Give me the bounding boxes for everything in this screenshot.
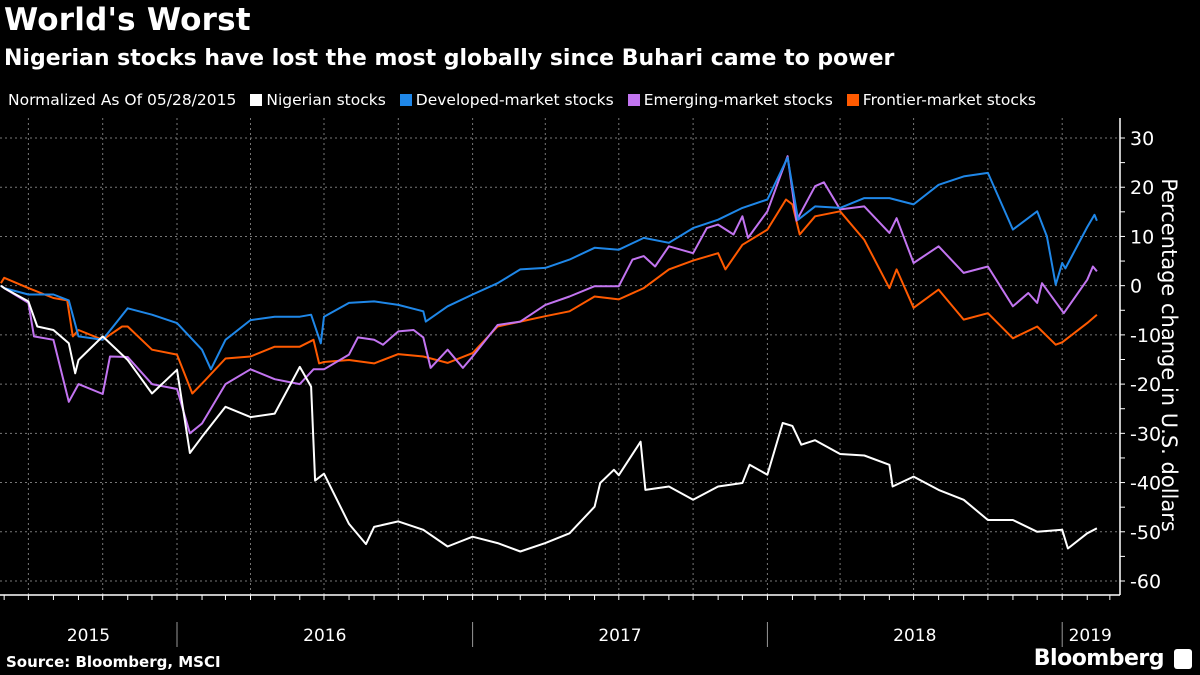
y-tick-label: -30 — [1130, 423, 1161, 445]
legend-item-nigerian: Nigerian stocks — [250, 91, 386, 109]
legend-item-emerging: Emerging-market stocks — [627, 91, 833, 109]
series-line-frontier-market-stocks — [0, 198, 1098, 395]
legend-item-frontier: Frontier-market stocks — [846, 91, 1036, 109]
y-tick-label: 30 — [1130, 128, 1154, 150]
legend-label: Emerging-market stocks — [643, 91, 833, 109]
chart-title: World's Worst — [4, 2, 251, 38]
y-tick-label: 10 — [1130, 226, 1154, 248]
source-note: Source: Bloomberg, MSCI — [6, 653, 221, 671]
y-tick-label: -60 — [1130, 571, 1161, 593]
y-tick-label: -20 — [1130, 374, 1161, 396]
y-tick-label: -40 — [1130, 473, 1161, 495]
y-axis-title: Percentage change in U.S. dollars — [1157, 178, 1181, 532]
legend-item-developed: Developed-market stocks — [399, 91, 614, 109]
x-tick-label: 2016 — [303, 626, 346, 646]
brand-name: Bloomberg — [1033, 646, 1165, 671]
axes: 30 20 10 0 -10 -20 -30 -40 -50 -60 2015 2016 2017 201… — [0, 118, 1161, 647]
series-line-nigerian-stocks — [0, 284, 1098, 553]
legend-swatch — [250, 94, 263, 106]
y-tick-label: -50 — [1130, 522, 1161, 544]
chart-subtitle: Nigerian stocks have lost the most globa… — [4, 46, 895, 71]
series-line-emerging-market-stocks — [0, 155, 1098, 435]
x-tick-label: 2017 — [598, 626, 641, 646]
legend-swatch — [627, 94, 640, 106]
bloomberg-logo: Bloomberg — [1034, 646, 1192, 671]
y-tick-label: 0 — [1130, 276, 1142, 298]
grid — [0, 118, 1120, 595]
legend-normalized-note: Normalized As Of 05/28/2015 — [8, 91, 237, 109]
legend: Normalized As Of 05/28/2015 Nigerian sto… — [8, 91, 1036, 109]
y-tick-label: -10 — [1130, 325, 1161, 347]
series-line-developed-market-stocks — [0, 156, 1098, 371]
y-tick-label: 20 — [1130, 177, 1154, 199]
legend-label: Nigerian stocks — [266, 91, 386, 109]
legend-swatch — [399, 94, 412, 106]
legend-label: Frontier-market stocks — [862, 91, 1036, 109]
series-lines — [0, 155, 1098, 553]
x-tick-label: 2018 — [893, 626, 936, 646]
bloomberg-chart-icon — [1174, 648, 1192, 669]
x-tick-label: 2019 — [1069, 626, 1112, 646]
legend-label: Developed-market stocks — [415, 91, 614, 109]
legend-swatch — [846, 94, 859, 106]
x-tick-label: 2015 — [67, 626, 110, 646]
